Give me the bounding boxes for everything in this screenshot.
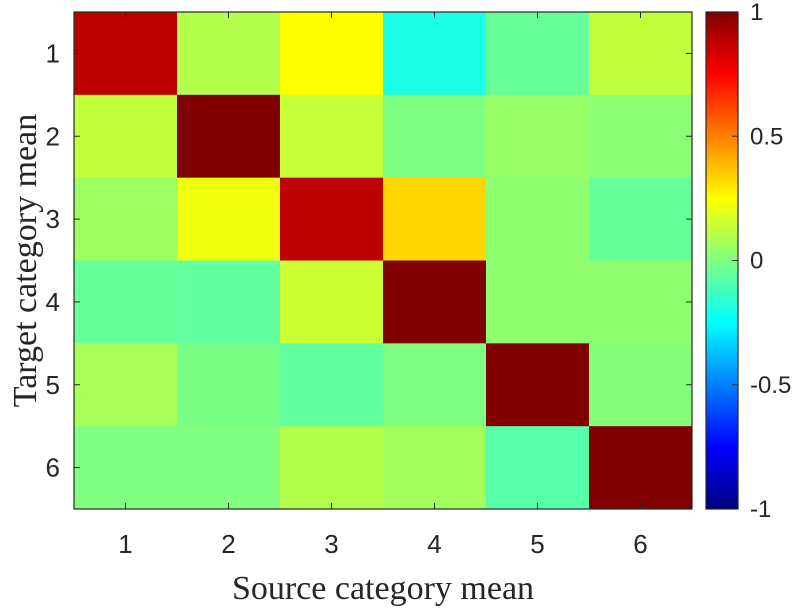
x-tick-label: 5 — [530, 529, 544, 559]
heatmap-cell-r5-c5 — [486, 343, 590, 427]
y-tick-label: 2 — [46, 121, 60, 151]
heatmap-cell-r2-c5 — [486, 94, 590, 179]
heatmap-cell-r6-c5 — [486, 426, 590, 510]
x-tick-label: 3 — [324, 529, 338, 559]
y-tick-label: 5 — [46, 370, 60, 400]
heatmap-cell-r3-c1 — [74, 177, 178, 261]
colorbar-tick-label: 0 — [750, 248, 763, 275]
heatmap-cell-r2-c3 — [280, 94, 384, 179]
heatmap-cell-r1-c4 — [383, 12, 487, 96]
heatmap-cell-r2-c1 — [74, 94, 178, 179]
heatmap-cell-r6-c6 — [589, 426, 693, 510]
heatmap-cell-r1-c6 — [589, 12, 693, 96]
heatmap-cell-r4-c4 — [383, 260, 487, 344]
heatmap-cell-r5-c6 — [589, 343, 693, 427]
heatmap-cell-r5-c1 — [74, 343, 178, 427]
heatmap-cells — [74, 12, 693, 510]
heatmap-cell-r6-c2 — [177, 426, 281, 510]
y-axis-ticks: 1 2 3 4 5 6 — [46, 38, 692, 483]
heatmap-cell-r2-c4 — [383, 94, 487, 179]
heatmap-cell-r1-c1 — [74, 12, 178, 96]
heatmap-cell-r6-c3 — [280, 426, 384, 510]
heatmap-cell-r3-c6 — [589, 177, 693, 261]
x-tick-label: 2 — [221, 529, 235, 559]
heatmap-cell-r6-c4 — [383, 426, 487, 510]
heatmap-cell-r2-c6 — [589, 94, 693, 179]
heatmap-cell-r1-c5 — [486, 12, 590, 96]
y-tick-label: 3 — [46, 204, 60, 234]
colorbar-tick-label: 1 — [750, 0, 763, 26]
heatmap-cell-r5-c2 — [177, 343, 281, 427]
y-tick-label: 1 — [46, 38, 60, 68]
heatmap-cell-r4-c1 — [74, 260, 178, 344]
plot-frame — [73, 11, 693, 510]
heatmap-cell-r4-c2 — [177, 260, 281, 344]
x-axis-title: Source category mean — [232, 570, 534, 607]
colorbar-tick-label: -1 — [750, 496, 771, 523]
y-tick-label: 6 — [46, 453, 60, 483]
heatmap-cell-r6-c1 — [74, 426, 178, 510]
heatmap-cell-r2-c2 — [177, 94, 281, 179]
x-tick-label: 6 — [633, 529, 647, 559]
heatmap-cell-r4-c3 — [280, 260, 384, 344]
heatmap-cell-r5-c4 — [383, 343, 487, 427]
heatmap-cell-r5-c3 — [280, 343, 384, 427]
y-axis-title: Target category mean — [7, 114, 44, 407]
heatmap-cell-r1-c3 — [280, 12, 384, 96]
heatmap-cell-r3-c4 — [383, 177, 487, 261]
heatmap-cell-r1-c2 — [177, 12, 281, 96]
colorbar-ticks: 1 0.5 0 -0.5 -1 — [732, 0, 791, 523]
x-axis-ticks: 1 2 3 4 5 6 — [118, 12, 648, 559]
heatmap-cell-r4-c5 — [486, 260, 590, 344]
colorbar-tick-label: 0.5 — [750, 123, 783, 150]
heatmap-cell-r3-c5 — [486, 177, 590, 261]
y-tick-label: 4 — [46, 287, 60, 317]
heatmap-cell-r3-c2 — [177, 177, 281, 261]
heatmap-cell-r4-c6 — [589, 260, 693, 344]
x-tick-label: 1 — [118, 529, 132, 559]
heatmap-cell-r3-c3 — [280, 177, 384, 261]
colorbar-tick-label: -0.5 — [750, 372, 791, 399]
x-tick-label: 4 — [427, 529, 441, 559]
